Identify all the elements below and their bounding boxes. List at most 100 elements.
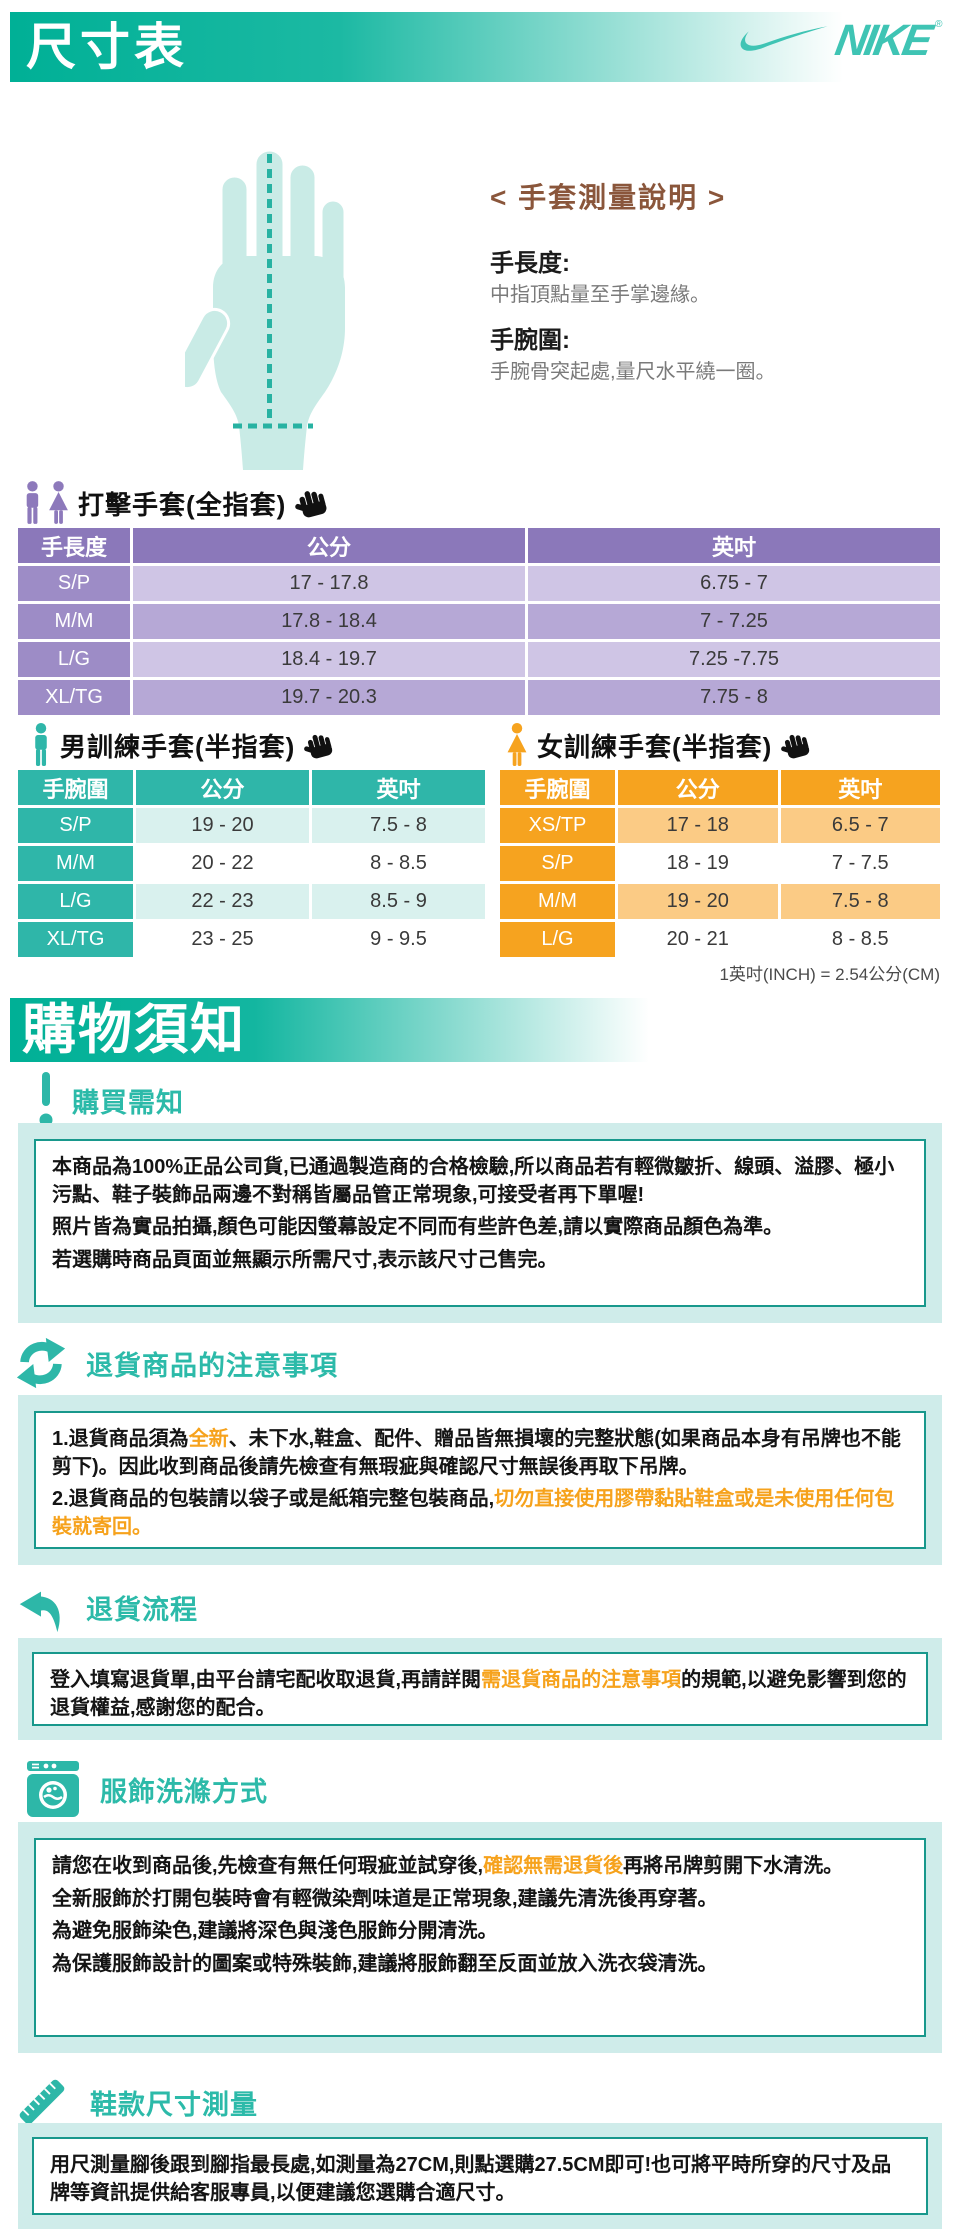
section-title: 退貨流程 [86, 1594, 198, 1625]
registered-mark: ® [935, 19, 943, 30]
size-label: L/G [500, 922, 615, 957]
section-title: 退貨商品的注意事項 [86, 1350, 338, 1381]
size-label: L/G [18, 884, 133, 919]
table-row: M/M 17.8 - 18.4 7 - 7.25 [18, 604, 940, 639]
table-row: L/G 18.4 - 19.7 7.25 -7.75 [18, 642, 940, 677]
size-value: 19 - 20 [618, 884, 778, 919]
notice-paragraph: 為避免服飾染色,建議將深色與淺色服飾分開清洗。 [52, 1918, 908, 1946]
notice-paragraph: 照片皆為實品拍攝,顏色可能因螢幕設定不同而有些許色差,請以實際商品顏色為準。 [52, 1214, 908, 1242]
batting-gloves-table: 手長度 公分 英吋 S/P 17 - 17.8 6.75 - 7 M/M 17.8 - 18.… [18, 528, 940, 715]
batting-gloves-title-row: 打擊手套(全指套) [22, 480, 334, 526]
hand-length-label: 手長度: [490, 250, 570, 277]
body-text: 1.退貨商品須為 [52, 1428, 189, 1450]
body-text: 為保護服飾設計的圖案或特殊裝飾,建議將服飾翻至反面並放入洗衣袋清洗。 [52, 1952, 718, 1975]
size-value: 20 - 22 [136, 846, 309, 881]
table-row: M/M 19 - 20 7.5 - 8 [500, 884, 940, 919]
men-training-title: 男訓練手套(半指套) [60, 731, 296, 762]
shoe-size-content: 用尺測量腳後跟到腳指最長處,如測量為27CM,則點選購27.5CM即可!也可將平… [32, 2137, 928, 2215]
size-value: 6.75 - 7 [528, 566, 940, 601]
size-value: 9 - 9.5 [312, 922, 485, 957]
body-text: 用尺測量腳後跟到腳指最長處,如測量為27CM,則點選購27.5CM即可!也可將平… [50, 2154, 892, 2204]
body-text: 登入填寫退貨單,由平台請宅配收取退貨,再請詳閱 [50, 1669, 482, 1691]
size-value: 8 - 8.5 [312, 846, 485, 881]
table-header-row: 手腕圍 公分 英吋 [18, 770, 485, 805]
purchase-notes-content: 本商品為100%正品公司貨,已通過製造商的合格檢驗,所以商品若有輕微皺折、線頭、… [34, 1139, 926, 1307]
body-text: 2.退貨商品的包裝請以袋子或是紙箱完整包裝商品, [52, 1488, 495, 1511]
size-label: L/G [18, 642, 130, 677]
return-flow-heading: 退貨流程 [14, 1580, 198, 1634]
size-label: M/M [18, 846, 133, 881]
notice-paragraph: 本商品為100%正品公司貨,已通過製造商的合格檢驗,所以商品若有輕微皺折、線頭、… [52, 1154, 908, 1209]
women-training-title-row: 女訓練手套(半指套) [505, 722, 816, 768]
column-header: 手長度 [18, 528, 130, 563]
table-header-row: 手腕圍 公分 英吋 [500, 770, 940, 805]
size-value: 6.5 - 7 [780, 808, 940, 843]
size-value: 17 - 17.8 [133, 566, 525, 601]
glove-guide-title: < 手套測量說明 > [490, 182, 727, 213]
exclamation-icon [39, 1072, 53, 1127]
batting-gloves-title: 打擊手套(全指套) [78, 489, 287, 520]
recycle-arrows-icon [16, 1337, 66, 1389]
hand-measure-illustration [185, 148, 347, 470]
column-header: 英吋 [312, 770, 485, 805]
woman-icon [507, 723, 527, 766]
washing-machine-icon [27, 1761, 79, 1817]
men-training-title-row: 男訓練手套(半指套) [30, 722, 339, 768]
column-header: 英吋 [528, 528, 940, 563]
nike-logo: NIKE ® [735, 16, 943, 65]
return-notes-content: 1.退貨商品須為全新、未下水,鞋盒、配件、贈品皆無損壞的完整狀態(如果商品本身有… [34, 1411, 926, 1549]
table-row: S/P 19 - 20 7.5 - 8 [18, 808, 485, 843]
section-title: 購買需知 [72, 1087, 184, 1118]
size-label: XL/TG [18, 922, 133, 957]
size-value: 18.4 - 19.7 [133, 642, 525, 677]
size-label: M/M [18, 604, 130, 639]
size-value: 7.25 -7.75 [528, 642, 940, 677]
laundry-heading: 服飾洗滌方式 [24, 1760, 268, 1818]
shopping-notice-banner: 購物須知 [10, 998, 950, 1062]
size-label: S/P [500, 846, 615, 881]
size-value: 19.7 - 20.3 [133, 680, 525, 715]
notice-paragraph: 若選購時商品頁面並無顯示所需尺寸,表示該尺寸己售完。 [52, 1247, 908, 1275]
size-value: 17 - 18 [618, 808, 778, 843]
size-value: 23 - 25 [136, 922, 309, 957]
return-notes-heading: 退貨商品的注意事項 [14, 1336, 338, 1390]
highlight-text: 需退貨商品的注意事項 [481, 1669, 682, 1691]
size-value: 8 - 8.5 [780, 922, 940, 957]
table-row: XS/TP 17 - 18 6.5 - 7 [500, 808, 940, 843]
notice-paragraph: 登入填寫退貨單,由平台請宅配收取退貨,再請詳閱需退貨商品的注意事項的規範,以避免… [50, 1667, 910, 1722]
return-notes-box: 1.退貨商品須為全新、未下水,鞋盒、配件、贈品皆無損壞的完整狀態(如果商品本身有… [18, 1395, 942, 1565]
man-woman-icon [26, 481, 68, 524]
glove-icon [294, 487, 329, 520]
notice-paragraph: 1.退貨商品須為全新、未下水,鞋盒、配件、贈品皆無損壞的完整狀態(如果商品本身有… [52, 1426, 908, 1481]
women-training-table: 手腕圍 公分 英吋 XS/TP 17 - 18 6.5 - 7 S/P 18 - 19 7 - … [500, 770, 940, 957]
highlight-text: 全新 [188, 1428, 229, 1450]
notice-paragraph: 為保護服飾設計的圖案或特殊裝飾,建議將服飾翻至反面並放入洗衣袋清洗。 [52, 1951, 908, 1979]
body-text: 、未下水,鞋盒、配件、贈品皆無損壞的完整狀態(如果商品本身有吊牌也不能剪下)。因… [52, 1428, 901, 1478]
wrist-girth-label: 手腕圍: [490, 327, 570, 354]
laundry-content: 請您在收到商品後,先檢查有無任何瑕疵並試穿後,確認無需退貨後再將吊牌剪開下水清洗… [34, 1838, 926, 2037]
body-text: 請您在收到商品後,先檢查有無任何瑕疵並試穿後, [52, 1855, 484, 1877]
size-label: S/P [18, 566, 130, 601]
size-label: M/M [500, 884, 615, 919]
notice-paragraph: 2.退貨商品的包裝請以袋子或是紙箱完整包裝商品,切勿直接使用膠帶黏貼鞋盒或是未使… [52, 1486, 908, 1541]
wrist-girth-desc: 手腕骨突起處,量尺水平繞一圈。 [490, 361, 776, 383]
return-flow-content: 登入填寫退貨單,由平台請宅配收取退貨,再請詳閱需退貨商品的注意事項的規範,以避免… [32, 1652, 928, 1726]
purchase-notes-heading: 購買需知 [38, 1072, 184, 1128]
women-training-title: 女訓練手套(半指套) [537, 731, 773, 762]
highlight-text: 確認無需退貨後 [483, 1855, 624, 1877]
purchase-notes-box: 本商品為100%正品公司貨,已通過製造商的合格檢驗,所以商品若有輕微皺折、線頭、… [18, 1123, 942, 1323]
men-training-table: 手腕圍 公分 英吋 S/P 19 - 20 7.5 - 8 M/M 20 - 22 8 - 8.… [18, 770, 485, 957]
body-text: 若選購時商品頁面並無顯示所需尺寸,表示該尺寸己售完。 [52, 1248, 558, 1271]
man-icon [35, 723, 47, 766]
body-text: 再將吊牌剪開下水清洗。 [623, 1855, 844, 1877]
highlight-text: 切勿直接使用膠帶黏貼鞋盒或是未使用任何包裝就寄回。 [52, 1488, 895, 1538]
size-value: 7.5 - 8 [780, 884, 940, 919]
size-value: 22 - 23 [136, 884, 309, 919]
body-text: 為避免服飾染色,建議將深色與淺色服飾分開清洗。 [52, 1920, 498, 1943]
section-title: 服飾洗滌方式 [100, 1776, 268, 1807]
hand-length-desc: 中指頂點量至手掌邊緣。 [490, 284, 710, 306]
nike-wordmark: NIKE [831, 16, 934, 65]
size-value: 7.75 - 8 [528, 680, 940, 715]
table-row: M/M 20 - 22 8 - 8.5 [18, 846, 485, 881]
